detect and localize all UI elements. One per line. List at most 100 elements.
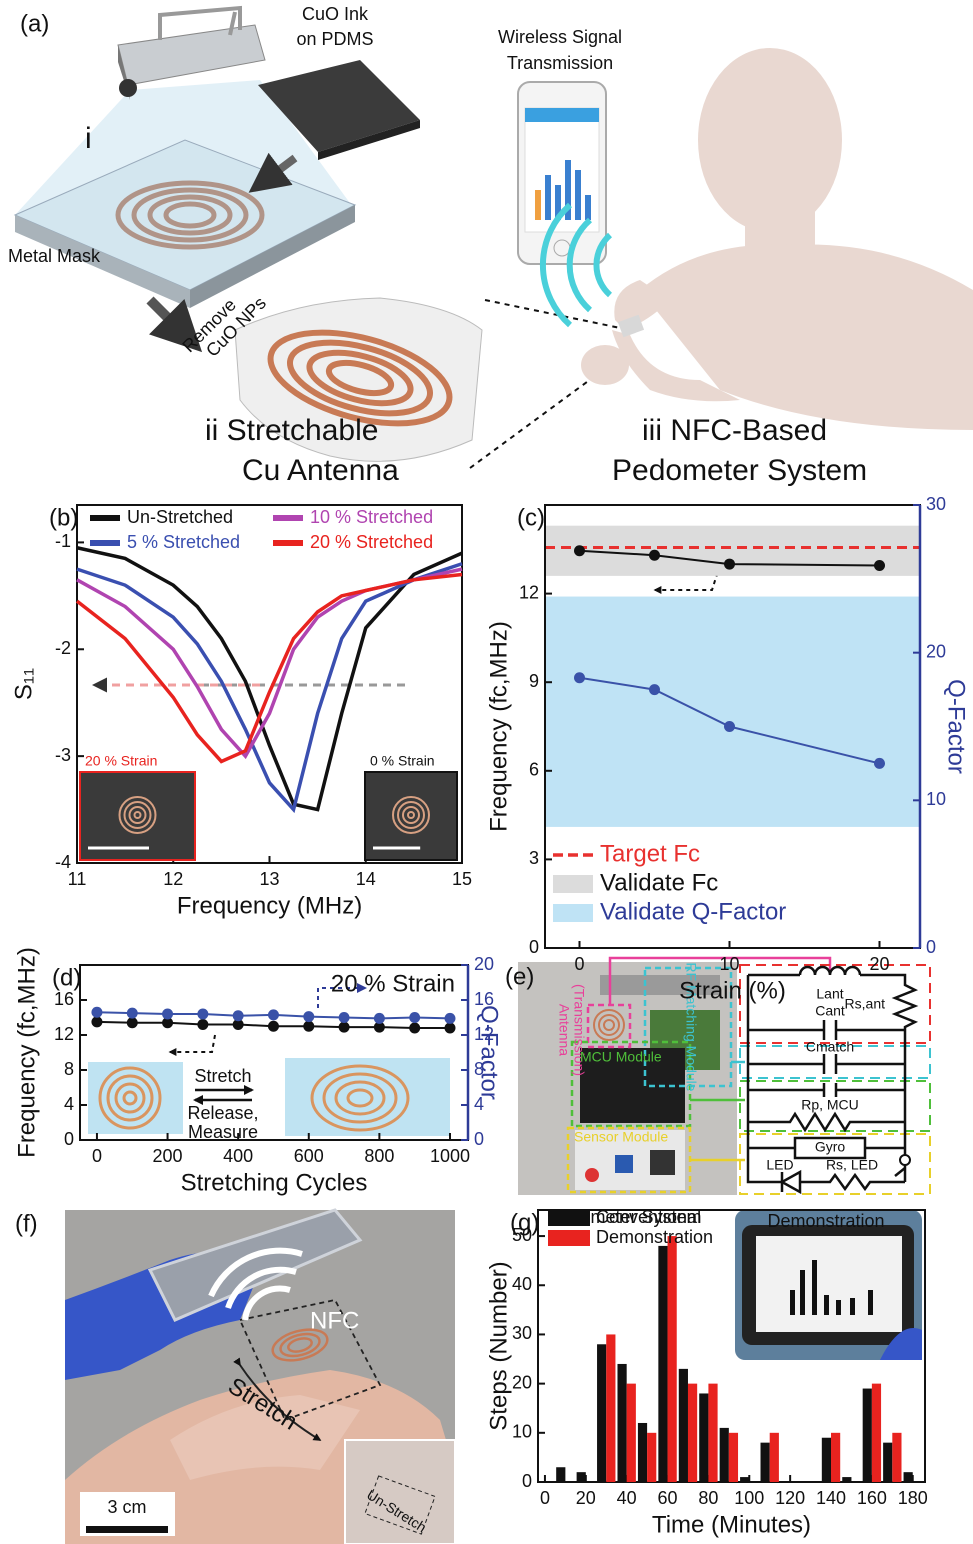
bar: [679, 1369, 688, 1482]
legend-label: Demonstration: [596, 1227, 713, 1247]
x-tick-label: 160: [857, 1488, 887, 1508]
x-tick-label: 200: [153, 1146, 183, 1166]
x-tick-label: 1000: [430, 1146, 470, 1166]
legend-swatch: [548, 1210, 590, 1226]
x-tick-label: 400: [223, 1146, 253, 1166]
legend-label: Validate Fc: [600, 869, 718, 896]
phone-shape: [525, 108, 599, 122]
scale-label: 3 cm: [107, 1497, 146, 1517]
data-point: [303, 1011, 314, 1022]
data-point: [724, 721, 735, 732]
x-tick-label: 11: [68, 869, 87, 889]
bar: [761, 1443, 770, 1482]
label: on PDMS: [296, 29, 373, 49]
y-tick-label: 0: [529, 937, 539, 957]
phone-shape: [535, 190, 541, 220]
chart-arrows-shape: [285, 1058, 450, 1136]
component-label: Rp, MCU: [801, 1097, 859, 1113]
data-point: [874, 758, 885, 769]
x-tick-label: 15: [452, 869, 472, 889]
data-point: [444, 1023, 455, 1034]
y-axis-label: Frequency (fc,MHz): [485, 621, 512, 832]
bar: [647, 1433, 656, 1482]
x-tick-label: 12: [163, 869, 183, 889]
y-tick-label: 12: [54, 1024, 74, 1044]
component-label: Lant: [816, 986, 843, 1002]
data-point: [127, 1008, 138, 1019]
x-tick-label: 180: [898, 1488, 928, 1508]
x-tick-label: 60: [658, 1488, 678, 1508]
series-line: [77, 574, 462, 761]
data-point: [303, 1021, 314, 1032]
panel-a-shape: [118, 25, 265, 85]
phone-shape: [545, 175, 551, 220]
x-tick-label: 14: [356, 869, 376, 889]
step-label: Cu Antenna: [242, 454, 399, 487]
y-tick-label: 6: [529, 760, 539, 780]
bar: [883, 1443, 892, 1482]
x-tick-label: 0: [92, 1146, 102, 1166]
panel-e-shape: [650, 1150, 675, 1175]
legend-swatch: [553, 875, 593, 893]
legend-label: 5 % Stretched: [127, 532, 240, 552]
bar: [740, 1477, 749, 1482]
x-tick-label: 13: [259, 869, 279, 889]
y2-tick-label: 0: [474, 1129, 484, 1149]
validate-q-band: [545, 597, 920, 827]
legend-label: Target Fc: [600, 840, 700, 867]
panel-e-shape: [585, 1168, 599, 1182]
person-shape: [640, 245, 973, 430]
y2-tick-label: 30: [926, 494, 946, 514]
data-point: [649, 550, 660, 561]
legend-label: Conventional: [596, 1207, 701, 1227]
block-diagram-shape: [900, 1155, 910, 1165]
x-tick-label: 120: [775, 1488, 805, 1508]
data-point: [409, 1023, 420, 1034]
y2-tick-label: 0: [926, 937, 936, 957]
data-point: [409, 1012, 420, 1023]
data-point: [339, 1012, 350, 1023]
phone: [518, 82, 606, 264]
y-tick-label: 20: [512, 1372, 532, 1392]
inset-photo-shape: [756, 1236, 902, 1332]
inset-label: 0 % Strain: [370, 753, 435, 769]
data-point: [197, 1019, 208, 1030]
chart-arrows-shape: [170, 1035, 215, 1052]
inset-label: 20 % Strain: [85, 753, 157, 769]
x-tick-label: 80: [698, 1488, 718, 1508]
panel-a-shape: [470, 365, 610, 468]
block-diagram-shape: [748, 1114, 905, 1130]
x-tick-label: 20: [576, 1488, 596, 1508]
y-tick-label: 12: [519, 582, 539, 602]
label: Transmission: [507, 53, 613, 73]
inset-label: Demonstration: [767, 1211, 884, 1231]
inset-photo-shape-shape: [868, 1290, 873, 1315]
panel-f-shape: [345, 1440, 455, 1544]
y-tick-label: 3: [529, 848, 539, 868]
inset-photo-shape-shape: [790, 1290, 795, 1315]
module-label: Antenna: [556, 1004, 572, 1056]
bar: [556, 1467, 565, 1482]
annotation: 20 % Strain: [331, 970, 455, 997]
x-axis-label: Stretching Cycles: [181, 1169, 368, 1196]
x-axis-label: Time (Minutes): [652, 1511, 811, 1538]
y-tick-label: 4: [64, 1094, 74, 1114]
x-tick-label: 20: [869, 954, 889, 974]
bar: [617, 1364, 626, 1482]
bar: [638, 1423, 647, 1482]
panel-a-shape: [119, 79, 137, 97]
x-tick-label: 100: [734, 1488, 764, 1508]
person-shape: [581, 345, 629, 385]
inset-photo-shape-shape: [824, 1295, 829, 1315]
panel-a: (a) CuO Ink on PDMS Wireless Signal Tran…: [8, 4, 973, 487]
x-tick-label: 0: [540, 1488, 550, 1508]
legend-swatch: [548, 1230, 590, 1246]
y-tick-label: 30: [512, 1323, 532, 1343]
block-diagram-shape: [748, 1083, 905, 1097]
data-point: [444, 1013, 455, 1024]
panel-label: (b): [49, 504, 78, 531]
y2-axis-label: Q-Factor: [943, 679, 970, 774]
figure: (a) CuO Ink on PDMS Wireless Signal Tran…: [0, 0, 973, 1544]
x-axis-label: Strain (%): [679, 977, 786, 1004]
component-label: Cant: [815, 1003, 845, 1019]
